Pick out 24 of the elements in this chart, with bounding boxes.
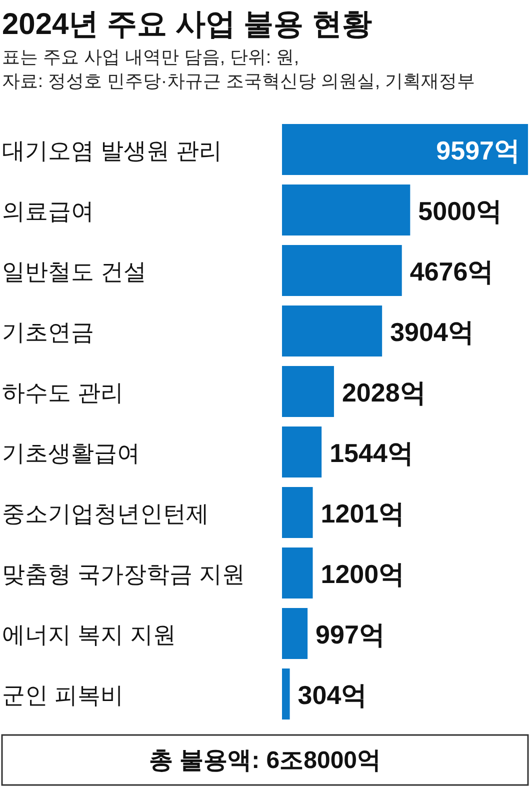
category-label: 의료급여 — [2, 198, 94, 224]
value-label: 997억 — [316, 620, 385, 650]
value-label: 1200억 — [320, 559, 405, 589]
category-label: 에너지 복지 지원 — [2, 622, 176, 648]
value-label: 3904억 — [390, 317, 474, 347]
value-label: 9597억 — [436, 136, 520, 166]
subtitle: 표는 주요 사업 내역만 담음, 단위: 원, — [2, 47, 300, 67]
value-label: 1544억 — [330, 438, 414, 468]
title: 2024년 주요 사업 불용 현황 — [2, 8, 372, 41]
category-label: 하수도 관리 — [2, 380, 124, 406]
value-label: 1201억 — [320, 498, 405, 528]
category-label: 군인 피복비 — [2, 682, 124, 708]
category-label: 일반철도 건설 — [2, 258, 146, 284]
subtitle: 자료: 정성호 민주당·차규근 조국혁신당 의원실, 기획재정부 — [2, 71, 476, 91]
category-label: 기초연금 — [2, 319, 94, 345]
category-label: 기초생활급여 — [2, 440, 140, 466]
value-label: 2028억 — [342, 378, 426, 408]
category-label: 맞춤형 국가장학금 지원 — [2, 561, 245, 587]
category-label: 중소기업청년인턴제 — [2, 500, 209, 526]
value-label: 5000억 — [418, 196, 502, 226]
value-label: 304억 — [298, 680, 368, 710]
value-label: 4676억 — [410, 256, 494, 286]
category-label: 대기오염 발생원 관리 — [2, 138, 222, 164]
annotation: 총 불용액: 6조8000억 — [148, 747, 382, 774]
